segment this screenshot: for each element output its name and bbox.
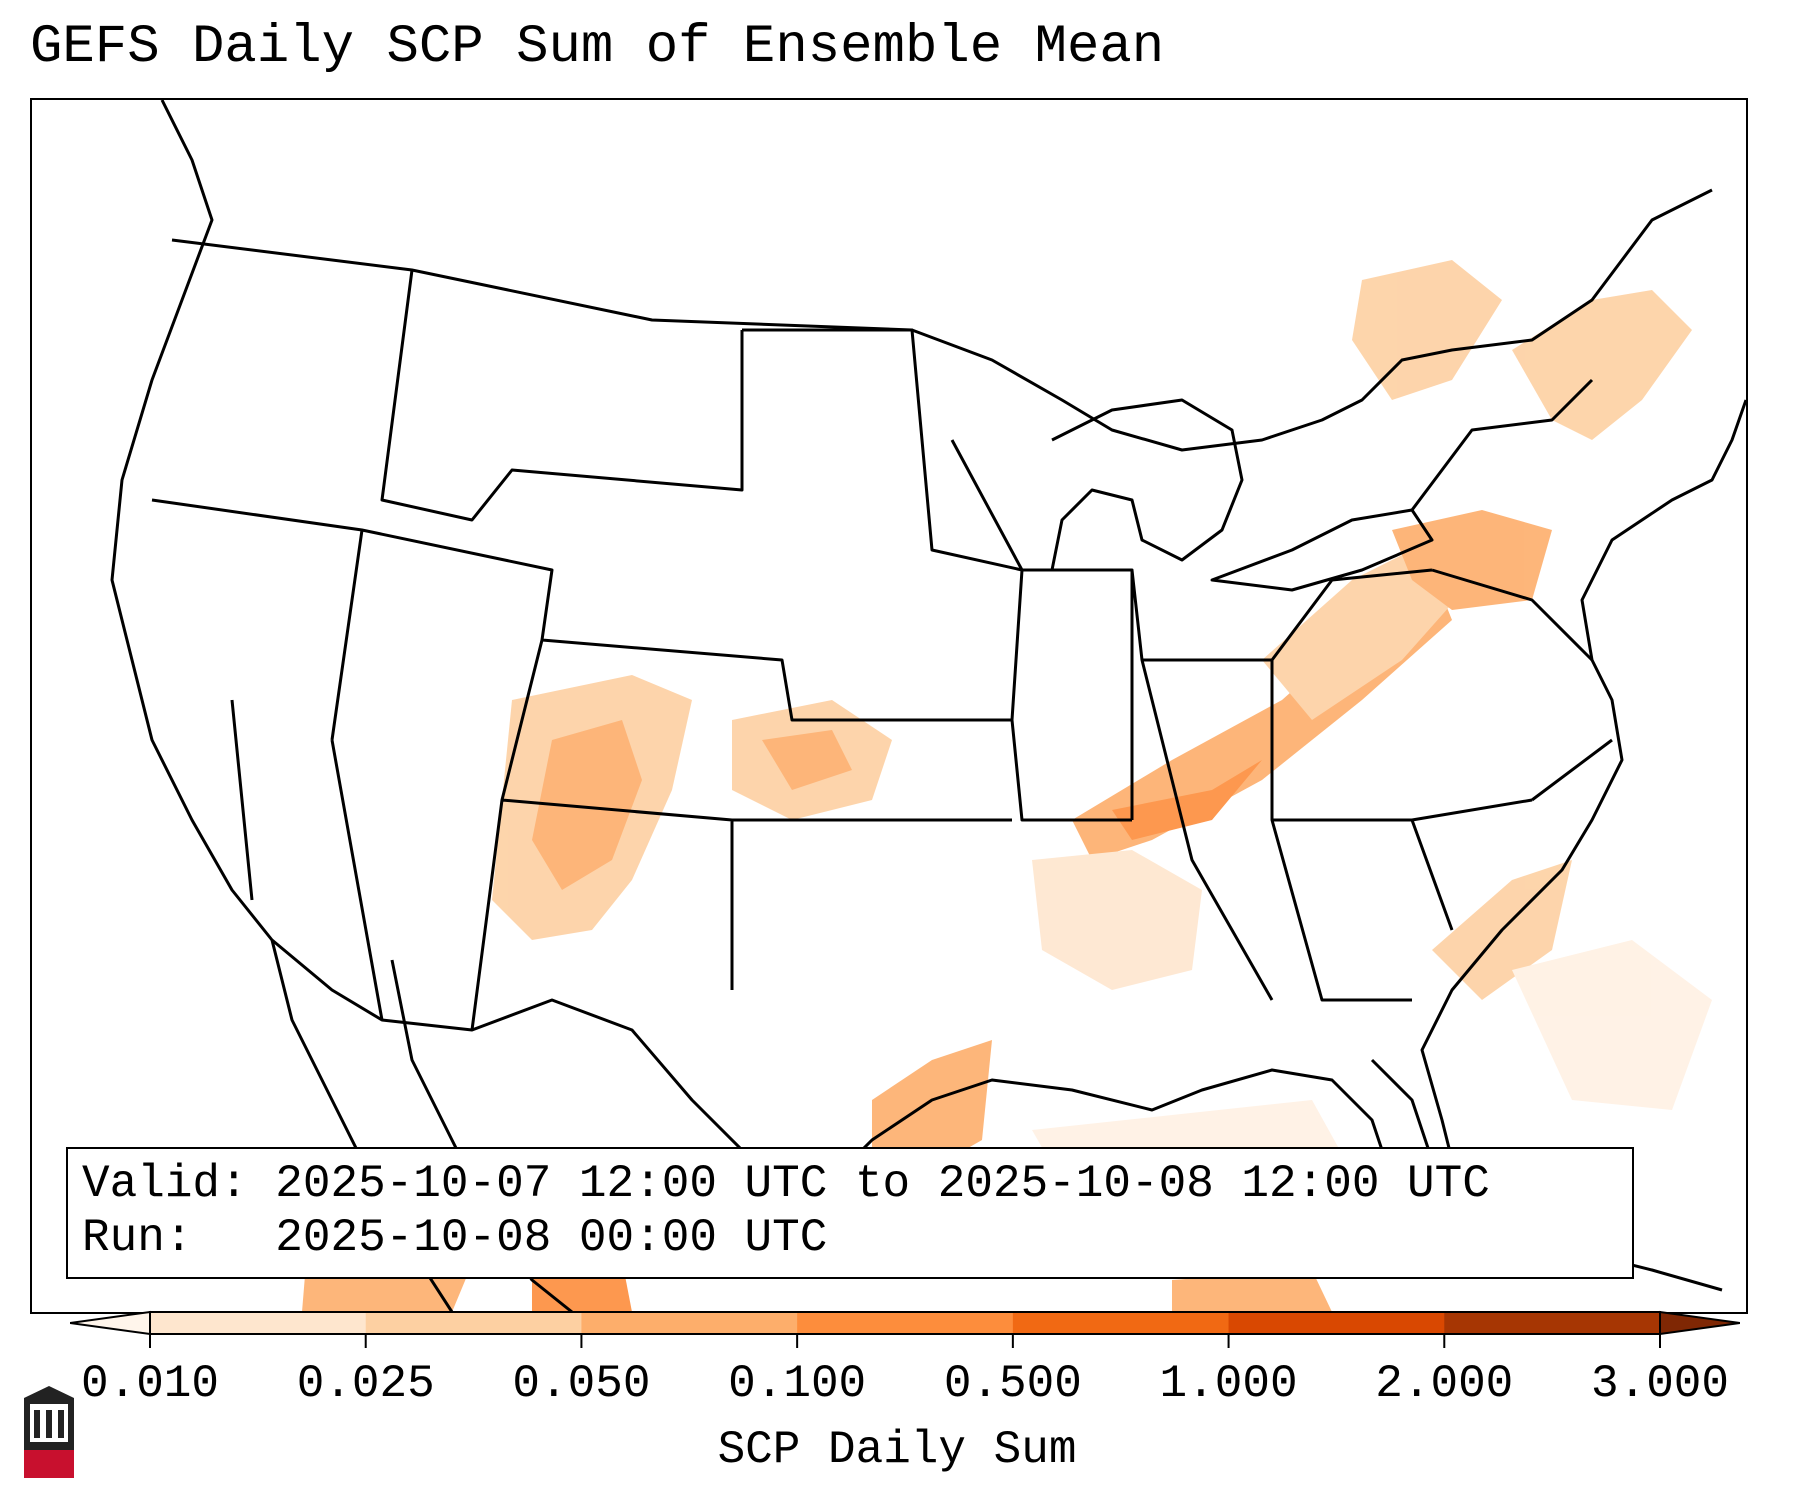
colorbar-tick-label: 0.100: [728, 1358, 867, 1410]
colorbar-segment: [797, 1312, 1014, 1334]
scp-area-atlantic: [1512, 940, 1712, 1110]
colorbar-tick-label: 0.500: [943, 1358, 1082, 1410]
scp-area-yucatan: [1172, 1270, 1332, 1312]
colorbar-segment: [1444, 1312, 1661, 1334]
us-outline: [110, 100, 1746, 1252]
run-value: 2025-10-08 00:00 UTC: [275, 1212, 828, 1264]
colorbar-segment: [365, 1312, 582, 1334]
colorbar-segment: [1228, 1312, 1445, 1334]
scp-area-newengland: [1512, 290, 1692, 440]
scp-area-tn-core: [1112, 760, 1262, 840]
scp-area-northeast: [1392, 510, 1552, 610]
colorbar-extend-high: [1659, 1310, 1740, 1336]
colorbar-tick-label: 0.010: [80, 1358, 220, 1410]
colorbar-tick-label: 2.000: [1375, 1358, 1514, 1410]
colorbar-segment: [581, 1312, 798, 1334]
scp-area-deep-south: [1032, 850, 1202, 990]
valid-value: 2025-10-07 12:00 UTC to 2025-10-08 12:00…: [275, 1158, 1490, 1210]
colorbar: [70, 1310, 1740, 1348]
scp-area-quebec: [1352, 260, 1502, 400]
colorbar-border: [149, 1311, 1661, 1335]
colorbar-tick-label: 3.000: [1590, 1358, 1730, 1410]
colorbar-tick-label: 0.050: [512, 1358, 651, 1410]
colorbar-segment: [1012, 1312, 1230, 1334]
colorbar-title: SCP Daily Sum: [717, 1424, 1077, 1476]
conus-map: [110, 100, 1746, 1312]
niu-logo-icon: [24, 1386, 74, 1478]
validity-info-box: Valid: 2025-10-07 12:00 UTC to 2025-10-0…: [66, 1147, 1634, 1279]
scp-area-kansas-core: [762, 730, 852, 790]
boundaries: [110, 100, 1746, 1312]
scp-area-texas-coast: [872, 1040, 992, 1180]
colorbar-extend-low: [70, 1310, 151, 1336]
scp-area-southwest-core: [532, 720, 642, 890]
page-title: GEFS Daily SCP Sum of Ensemble Mean: [30, 17, 1165, 78]
us-canada-border: [171, 188, 1713, 452]
colorbar-segment: [150, 1312, 367, 1334]
colorbar-tick-label: 0.025: [296, 1358, 435, 1410]
colorbar-tick-label: 1.000: [1159, 1358, 1298, 1410]
map-panel: [30, 98, 1748, 1314]
state-lines: [151, 269, 1613, 1031]
run-label: Run:: [82, 1212, 193, 1264]
great-lakes: [1050, 398, 1434, 592]
valid-label: Valid:: [82, 1158, 248, 1210]
